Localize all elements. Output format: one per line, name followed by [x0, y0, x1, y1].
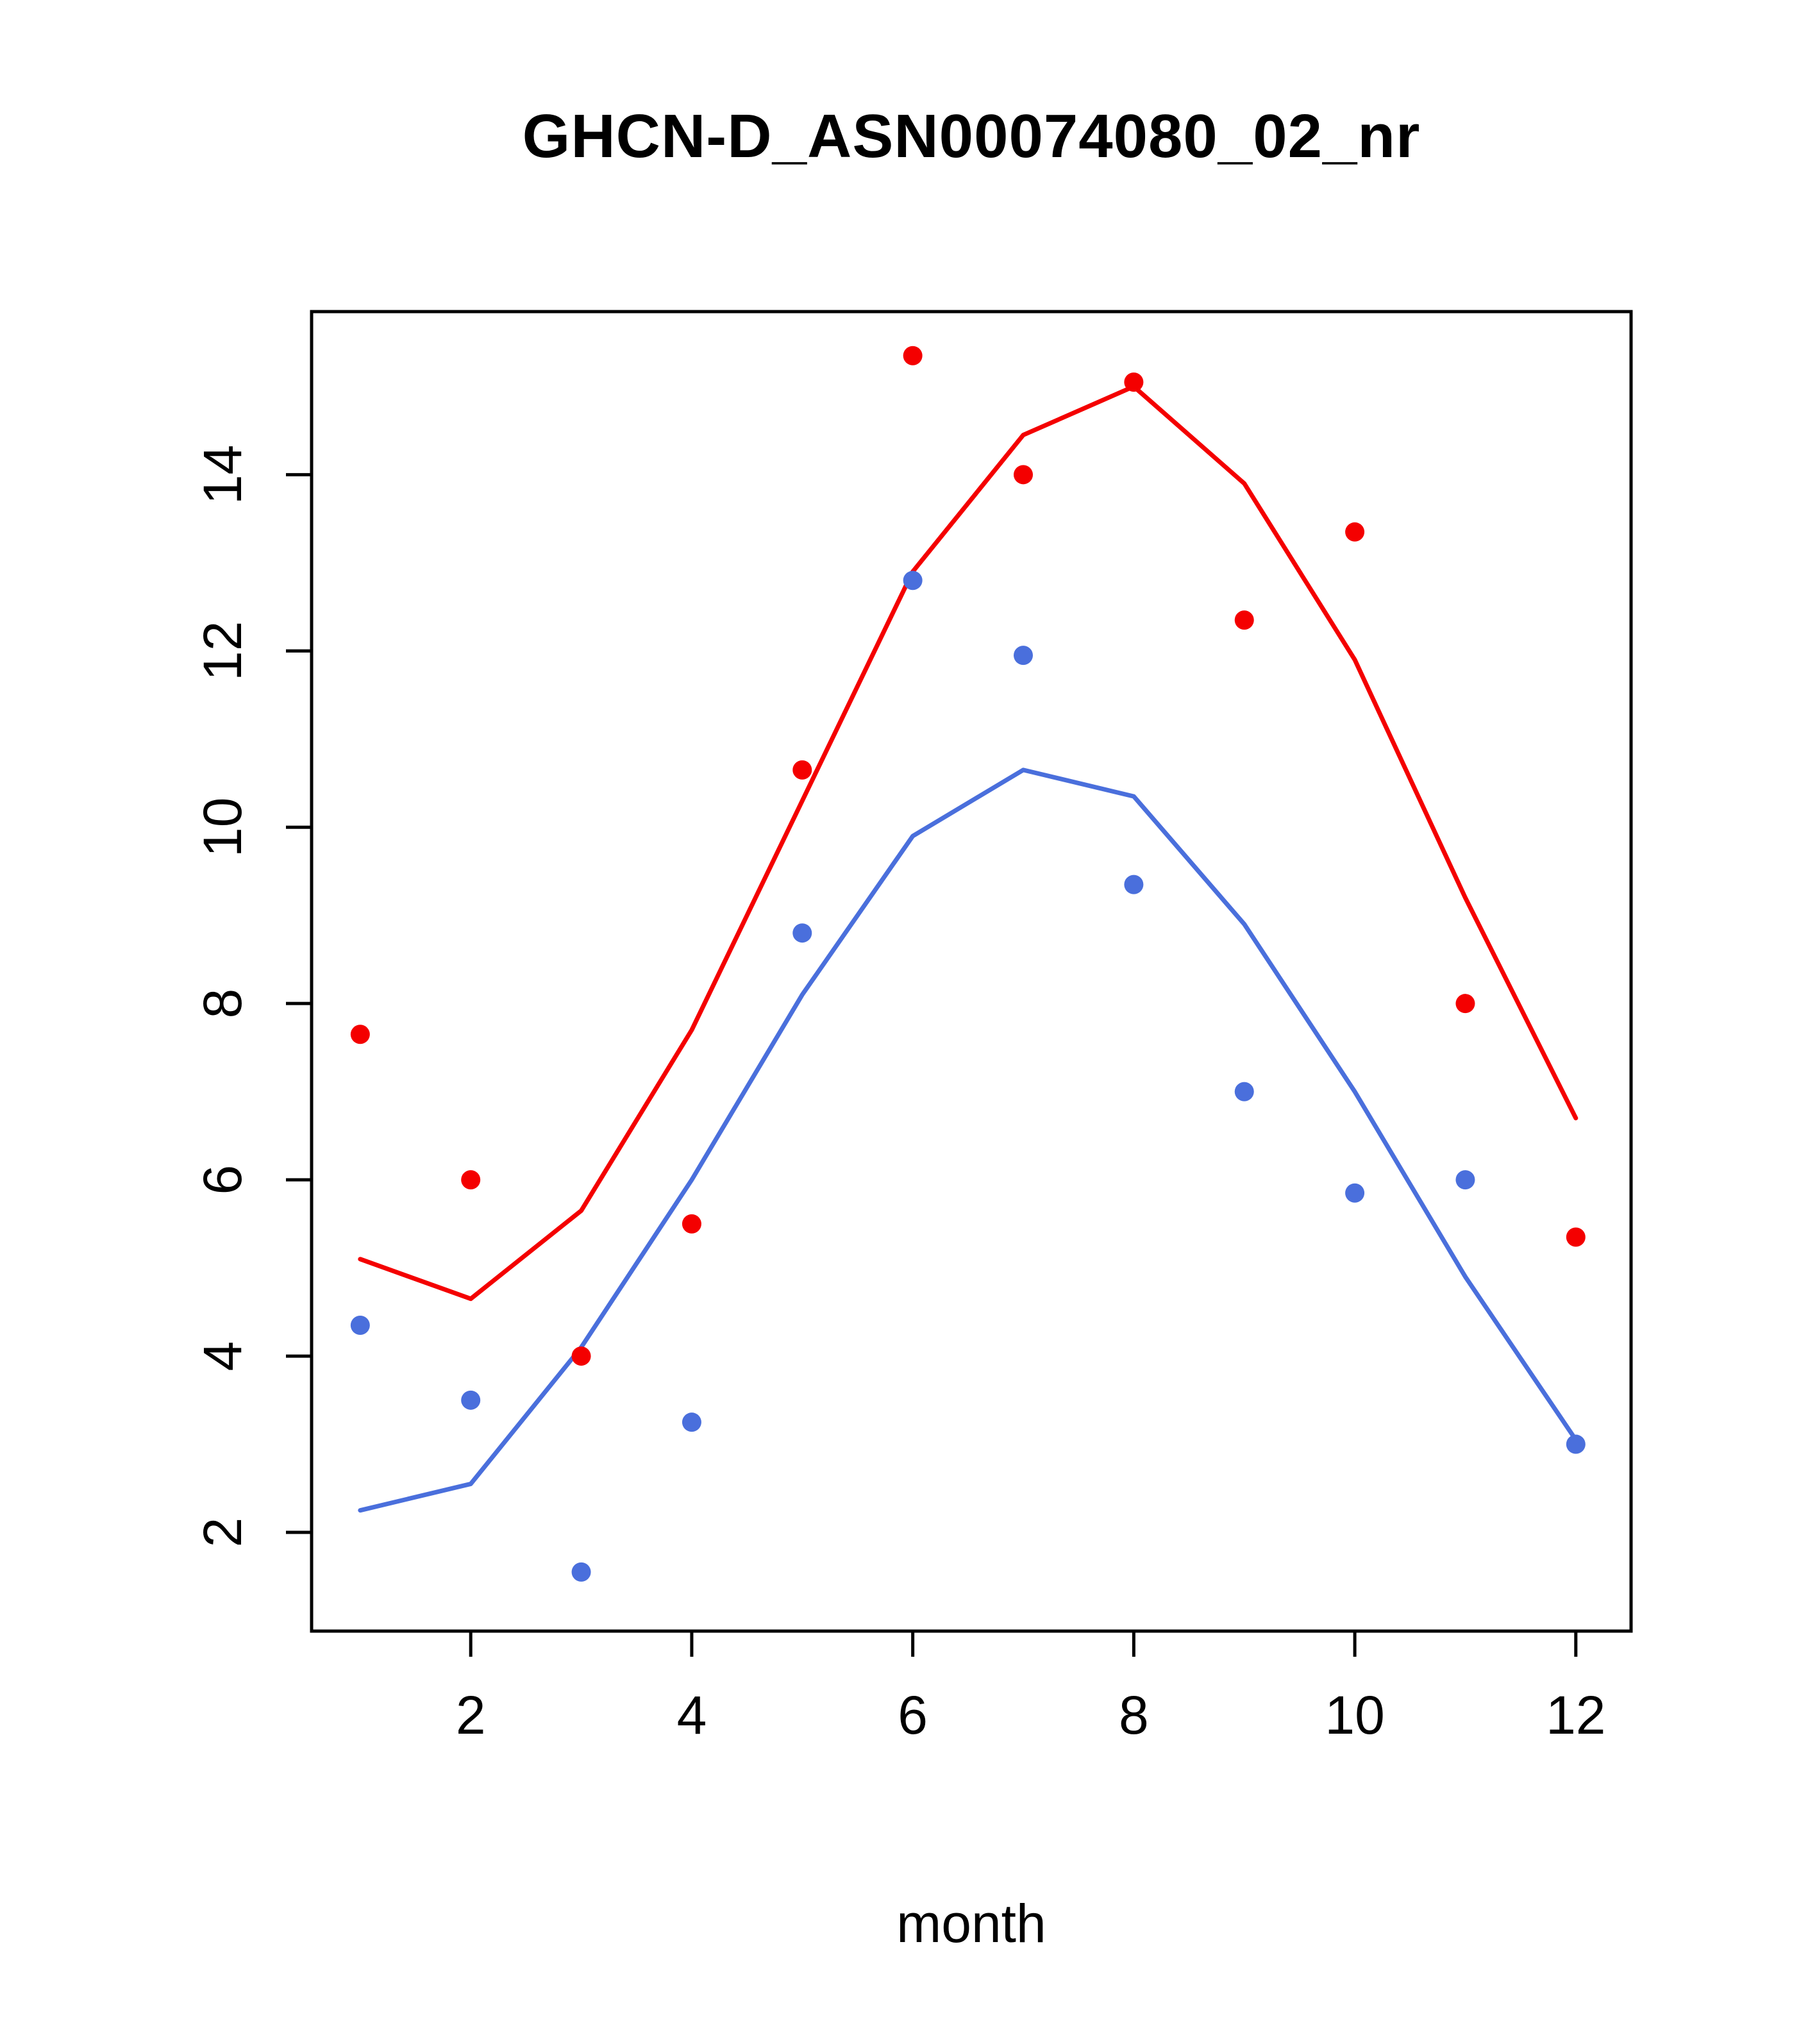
y-tick-label: 12 — [192, 621, 253, 681]
red-line — [358, 384, 1578, 1302]
blue-point — [682, 1412, 701, 1432]
y-tick-label: 2 — [192, 1518, 253, 1548]
blue-point — [461, 1390, 481, 1410]
blue-point — [350, 1315, 370, 1335]
x-tick-label: 10 — [1325, 1685, 1384, 1745]
red-point — [1124, 372, 1144, 392]
y-tick-label: 4 — [192, 1341, 253, 1371]
red-point — [903, 346, 923, 365]
x-tick-label: 12 — [1546, 1685, 1605, 1745]
red-point — [682, 1214, 701, 1234]
x-tick-label: 6 — [898, 1685, 928, 1745]
blue-point — [1566, 1434, 1586, 1454]
chart-title: GHCN-D_ASN00074080_02_nr — [522, 102, 1421, 171]
x-tick-label: 8 — [1119, 1685, 1149, 1745]
red-point — [1455, 994, 1475, 1014]
blue-point — [1014, 646, 1034, 666]
red-point — [1234, 610, 1254, 630]
red-point — [350, 1025, 370, 1044]
y-tick-label: 10 — [192, 798, 253, 857]
y-tick-label: 6 — [192, 1165, 253, 1195]
x-tick-label: 4 — [677, 1685, 707, 1745]
x-tick-label: 2 — [456, 1685, 486, 1745]
y-tick-label: 8 — [192, 989, 253, 1019]
x-axis-label: month — [896, 1893, 1046, 1954]
blue-point — [1345, 1183, 1365, 1203]
blue-point — [1455, 1170, 1475, 1190]
red-point — [461, 1170, 481, 1190]
red-point — [571, 1346, 591, 1366]
plot-box — [310, 310, 1633, 1633]
blue-point — [1124, 875, 1144, 894]
blue-point — [792, 923, 812, 943]
blue-point — [571, 1562, 591, 1582]
blue-line — [358, 767, 1578, 1513]
red-point — [1345, 522, 1365, 542]
y-tick-label: 14 — [192, 445, 253, 505]
blue-point — [1234, 1082, 1254, 1102]
red-point — [792, 760, 812, 780]
red-point — [1566, 1227, 1586, 1247]
red-point — [1014, 465, 1034, 485]
blue-point — [903, 571, 923, 591]
